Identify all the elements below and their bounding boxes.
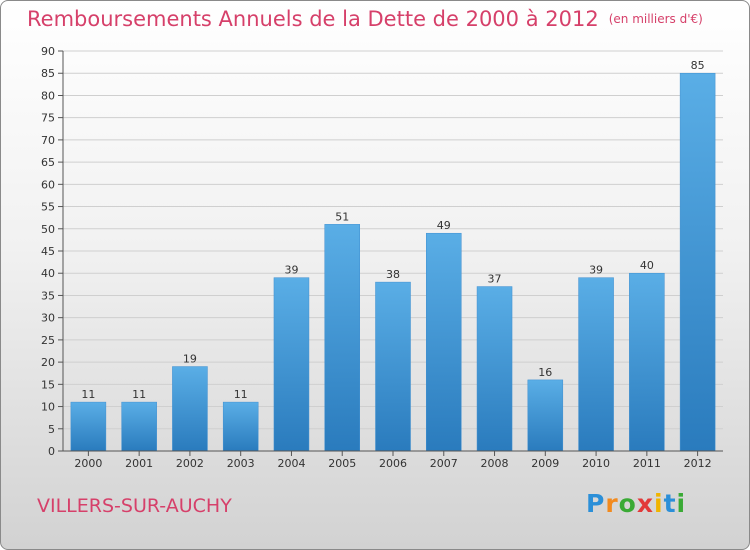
data-label: 16	[538, 366, 552, 379]
y-tick-label: 25	[41, 334, 55, 347]
data-label: 39	[589, 264, 603, 277]
data-label: 38	[386, 268, 400, 281]
y-tick-label: 20	[41, 356, 55, 369]
y-tick-label: 90	[41, 45, 55, 58]
bar	[527, 379, 564, 452]
logo-letter: x	[636, 489, 654, 518]
chart-subtitle: (en milliers d'€)	[608, 12, 703, 26]
logo-letter: i	[676, 489, 687, 518]
labels: 0 5 10 15 20 25 30 35 40 45 50 55 60 65 70 75 80 85 90 11 20…	[41, 45, 712, 470]
logo-letter: P	[586, 489, 606, 518]
x-tick-label: 2002	[176, 457, 204, 470]
y-tick-label: 10	[41, 401, 55, 414]
y-tick-label: 55	[41, 201, 55, 214]
x-tick-label: 2006	[379, 457, 407, 470]
y-tick-label: 40	[41, 267, 55, 280]
x-tick-label: 2001	[125, 457, 153, 470]
data-label: 11	[234, 388, 248, 401]
bar	[476, 286, 513, 452]
x-tick-label: 2012	[684, 457, 712, 470]
x-tick-label: 2011	[633, 457, 661, 470]
bar	[273, 277, 310, 452]
data-label: 19	[183, 353, 197, 366]
y-tick-label: 70	[41, 134, 55, 147]
x-tick-label: 2009	[531, 457, 559, 470]
bar	[121, 401, 157, 452]
x-tick-label: 2005	[328, 457, 356, 470]
data-label: 40	[640, 259, 654, 272]
y-tick-label: 0	[48, 445, 55, 458]
proxiti-logo: Proxiti	[586, 489, 686, 518]
y-tick-label: 15	[41, 378, 55, 391]
bars	[70, 72, 716, 452]
bar	[629, 272, 665, 452]
x-tick-label: 2010	[582, 457, 610, 470]
y-tick-label: 5	[48, 423, 55, 436]
x-tick-label: 2003	[227, 457, 255, 470]
logo-letter: i	[654, 489, 664, 518]
data-label: 11	[81, 388, 95, 401]
bar	[222, 401, 259, 452]
y-tick-label: 80	[41, 89, 55, 102]
x-tick-label: 2008	[481, 457, 509, 470]
y-tick-label: 60	[41, 178, 55, 191]
data-label: 49	[437, 219, 451, 232]
y-tick-label: 85	[41, 67, 55, 80]
y-tick-label: 65	[41, 156, 55, 169]
y-tick-label: 35	[41, 289, 55, 302]
bar	[172, 366, 208, 452]
y-tick-label: 45	[41, 245, 55, 258]
data-label: 37	[488, 273, 502, 286]
commune-name: VILLERS-SUR-AUCHY	[37, 495, 232, 517]
axes	[58, 50, 723, 456]
logo-letter: t	[663, 489, 677, 518]
x-tick-label: 2004	[277, 457, 305, 470]
y-tick-label: 30	[41, 312, 55, 325]
data-label: 11	[132, 388, 146, 401]
chart-title: Remboursements Annuels de la Dette de 20…	[27, 7, 703, 31]
bar	[679, 72, 716, 452]
data-label: 51	[335, 210, 349, 223]
bar	[375, 281, 411, 452]
bar	[578, 277, 614, 452]
logo-letter: r	[605, 489, 619, 518]
y-tick-label: 50	[41, 223, 55, 236]
bar	[426, 232, 462, 452]
logo-letter: o	[618, 489, 637, 518]
bar	[70, 401, 107, 452]
y-tick-label: 75	[41, 112, 55, 125]
chart-title-text: Remboursements Annuels de la Dette de 20…	[27, 7, 599, 31]
data-label: 39	[284, 264, 298, 277]
x-tick-label: 2007	[430, 457, 458, 470]
x-tick-label: 2000	[74, 457, 102, 470]
data-label: 85	[691, 59, 705, 72]
bar	[324, 224, 360, 452]
